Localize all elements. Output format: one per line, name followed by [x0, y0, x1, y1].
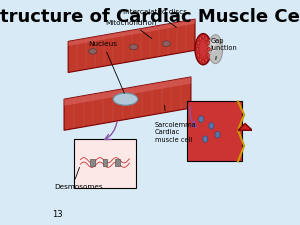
Ellipse shape: [88, 49, 97, 54]
Ellipse shape: [207, 53, 209, 57]
Ellipse shape: [205, 37, 207, 40]
Text: Desmosomes: Desmosomes: [54, 184, 103, 190]
Ellipse shape: [215, 131, 220, 138]
Ellipse shape: [202, 35, 204, 39]
FancyBboxPatch shape: [115, 159, 120, 166]
Text: Sarcolemma
Cardiac
muscle cell: Sarcolemma Cardiac muscle cell: [155, 122, 197, 142]
Ellipse shape: [196, 47, 199, 51]
Text: Nucleus: Nucleus: [88, 41, 124, 93]
Polygon shape: [68, 19, 195, 46]
Polygon shape: [68, 19, 195, 72]
FancyBboxPatch shape: [103, 159, 107, 166]
Ellipse shape: [210, 40, 217, 51]
Ellipse shape: [209, 122, 214, 129]
FancyBboxPatch shape: [90, 159, 95, 166]
Text: 13: 13: [52, 210, 62, 219]
Ellipse shape: [199, 58, 202, 62]
Ellipse shape: [195, 34, 211, 65]
Ellipse shape: [207, 41, 209, 45]
Ellipse shape: [113, 93, 138, 105]
Ellipse shape: [130, 44, 138, 50]
Ellipse shape: [203, 136, 208, 142]
Text: Gap
junction: Gap junction: [210, 38, 237, 51]
Ellipse shape: [208, 35, 223, 64]
Ellipse shape: [199, 37, 202, 40]
Ellipse shape: [199, 116, 204, 122]
Ellipse shape: [205, 58, 207, 62]
Ellipse shape: [208, 47, 210, 51]
Text: Structure of Cardiac Muscle Cell: Structure of Cardiac Muscle Cell: [0, 8, 300, 26]
Ellipse shape: [202, 59, 204, 63]
Ellipse shape: [197, 53, 200, 57]
FancyArrow shape: [238, 124, 252, 130]
Ellipse shape: [197, 41, 200, 45]
Text: Mitochondrion: Mitochondrion: [105, 20, 156, 39]
FancyBboxPatch shape: [74, 139, 136, 188]
FancyBboxPatch shape: [187, 101, 242, 161]
Polygon shape: [64, 77, 191, 106]
Ellipse shape: [162, 41, 170, 46]
Polygon shape: [64, 77, 191, 130]
Text: Intercalated discs: Intercalated discs: [123, 9, 188, 27]
